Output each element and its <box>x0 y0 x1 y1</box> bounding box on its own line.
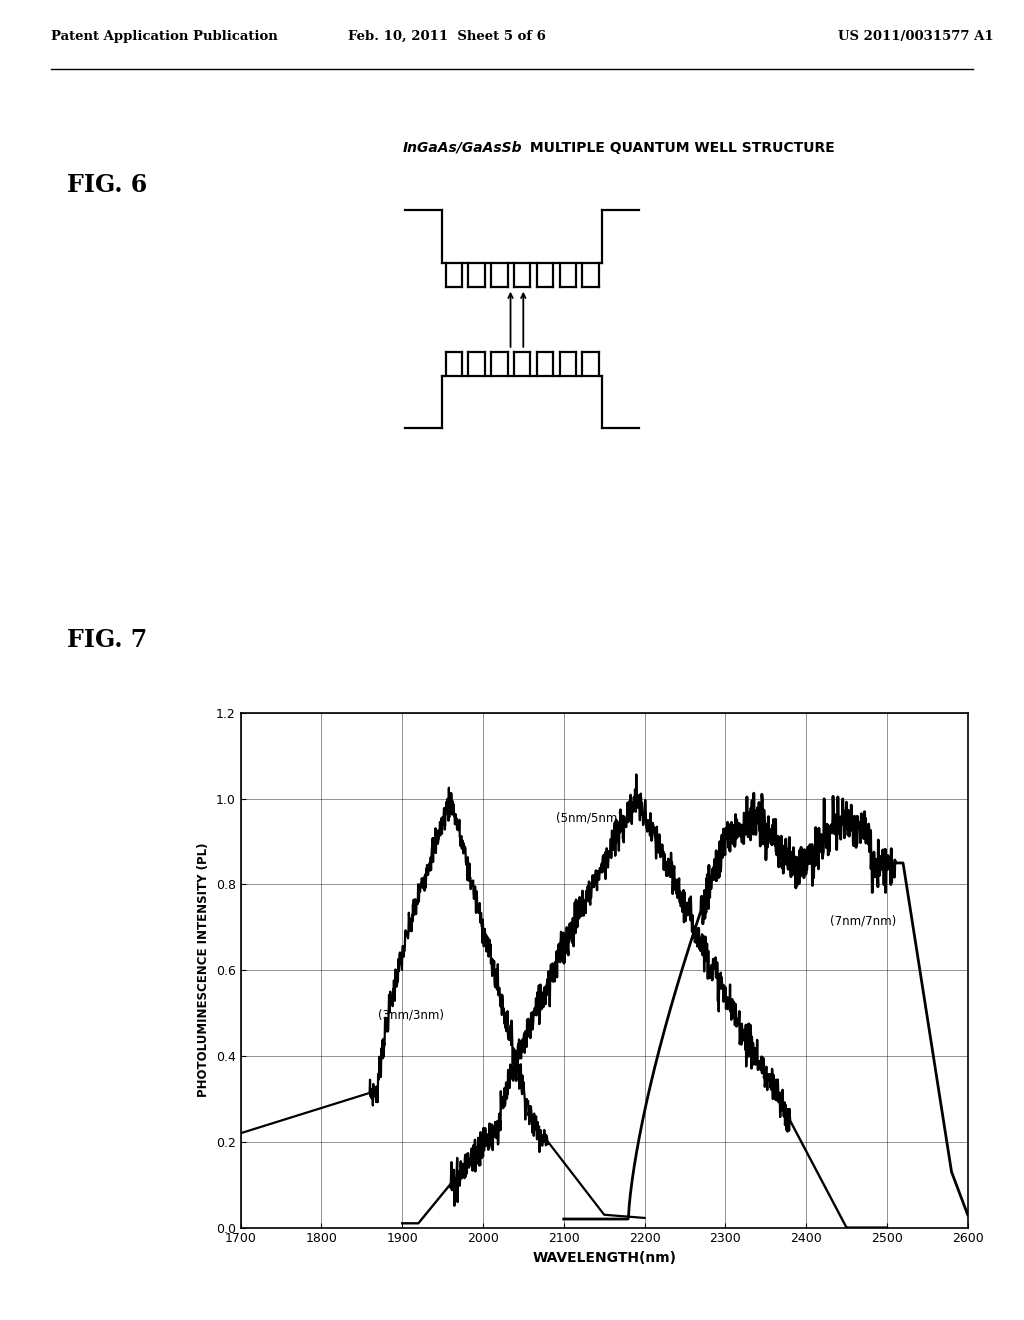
Text: (7nm/7nm): (7nm/7nm) <box>830 915 897 927</box>
Text: Feb. 10, 2011  Sheet 5 of 6: Feb. 10, 2011 Sheet 5 of 6 <box>348 30 546 42</box>
Text: FIG. 6: FIG. 6 <box>67 173 146 197</box>
Text: FIG. 7: FIG. 7 <box>67 628 146 652</box>
Text: US 2011/0031577 A1: US 2011/0031577 A1 <box>838 30 993 42</box>
Text: (5nm/5nm): (5nm/5nm) <box>556 812 622 824</box>
Text: Patent Application Publication: Patent Application Publication <box>51 30 278 42</box>
X-axis label: WAVELENGTH(nm): WAVELENGTH(nm) <box>532 1251 676 1265</box>
Text: (3nm/3nm): (3nm/3nm) <box>378 1008 444 1022</box>
Text: InGaAs/GaAsSb: InGaAs/GaAsSb <box>402 141 522 154</box>
Text: MULTIPLE QUANTUM WELL STRUCTURE: MULTIPLE QUANTUM WELL STRUCTURE <box>525 141 835 154</box>
Y-axis label: PHOTOLUMINESCENCE INTENSITY (PL): PHOTOLUMINESCENCE INTENSITY (PL) <box>198 843 210 1097</box>
